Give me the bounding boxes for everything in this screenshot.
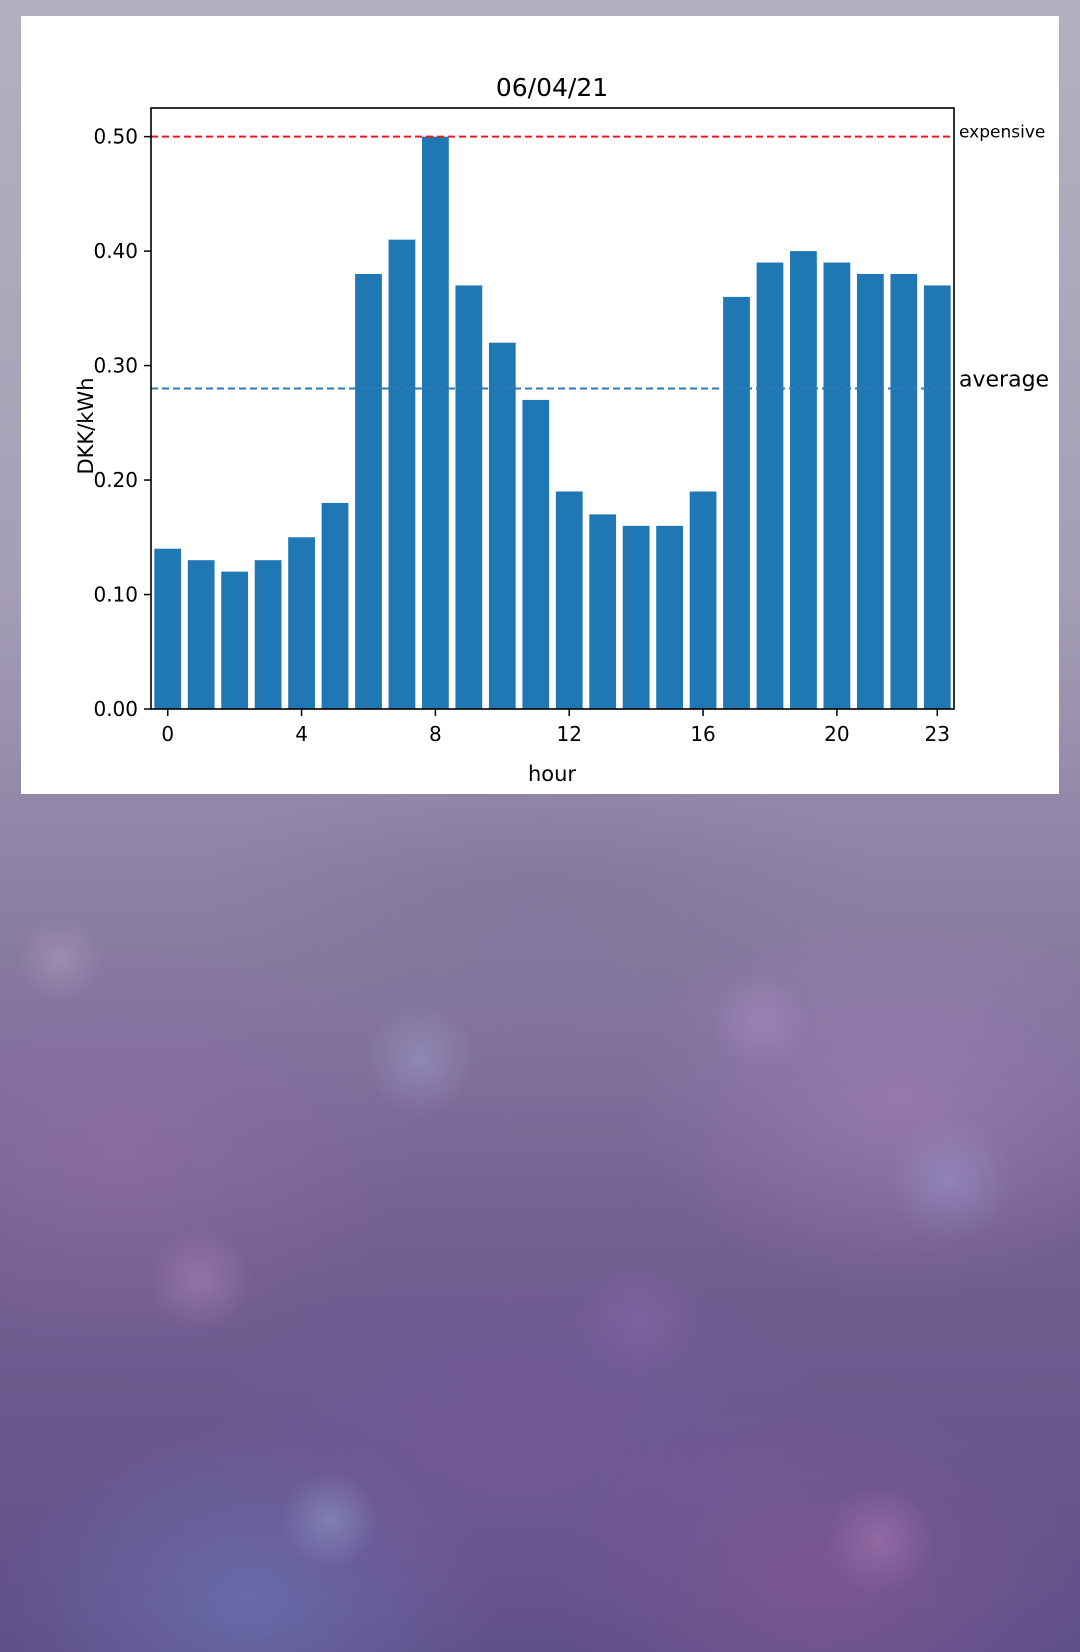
bars-group	[154, 136, 951, 710]
x-tick-label: 8	[429, 722, 442, 746]
bar-hour-11	[522, 399, 550, 709]
bar-hour-17	[723, 296, 750, 709]
bar-hour-10	[488, 342, 516, 709]
bar-hour-6	[355, 273, 382, 709]
bar-hour-14	[622, 525, 650, 709]
wallpaper-background	[0, 760, 1080, 1652]
bar-hour-16	[689, 491, 717, 709]
x-tick-label: 16	[690, 722, 715, 746]
bar-hour-9	[455, 285, 483, 709]
bar-hour-5	[321, 502, 349, 709]
x-tick-label: 0	[161, 722, 174, 746]
x-tick-label: 20	[824, 722, 849, 746]
plot-frame	[150, 107, 955, 710]
x-axis-label: hour	[528, 762, 576, 786]
bar-hour-19	[790, 251, 817, 709]
y-tick-label: 0.10	[93, 583, 138, 607]
y-tick-label: 0.50	[93, 125, 138, 149]
y-tick-label: 0.00	[93, 697, 138, 721]
bar-hour-15	[656, 525, 683, 709]
reference-lines-group: expensive average	[151, 123, 1049, 392]
x-tick-label: 12	[557, 722, 582, 746]
bar-hour-0	[154, 548, 182, 709]
bar-hour-8	[422, 136, 449, 710]
y-tick-label: 0.20	[93, 468, 138, 492]
bar-hour-21	[856, 273, 884, 709]
bar-hour-3	[254, 560, 282, 709]
bar-hour-7	[388, 239, 416, 709]
chart-card: 06/04/21 expensive average 0.00 0.10 0.20 0.…	[21, 16, 1059, 794]
y-axis-ticks: 0.00 0.10 0.20 0.30 0.40 0.50	[93, 125, 151, 721]
bar-hour-1	[187, 560, 215, 709]
bar-hour-2	[221, 571, 249, 709]
bar-hour-13	[589, 514, 617, 709]
bar-hour-12	[555, 491, 583, 709]
bar-hour-22	[890, 273, 918, 709]
bar-hour-18	[756, 262, 784, 709]
bar-hour-23	[923, 285, 951, 709]
y-tick-label: 0.40	[93, 239, 138, 263]
reference-label-expensive: expensive	[959, 123, 1045, 143]
x-tick-label: 4	[295, 722, 308, 746]
bar-hour-4	[288, 537, 315, 709]
y-tick-label: 0.30	[93, 354, 138, 378]
reference-label-average: average	[959, 367, 1049, 392]
x-tick-label: 23	[925, 722, 950, 746]
bar-hour-20	[823, 262, 851, 709]
x-axis-ticks: 0 4 8 12 16 20 23	[161, 709, 950, 746]
y-axis-label: DKK/kWh	[74, 377, 98, 474]
chart-title: 06/04/21	[496, 73, 608, 102]
